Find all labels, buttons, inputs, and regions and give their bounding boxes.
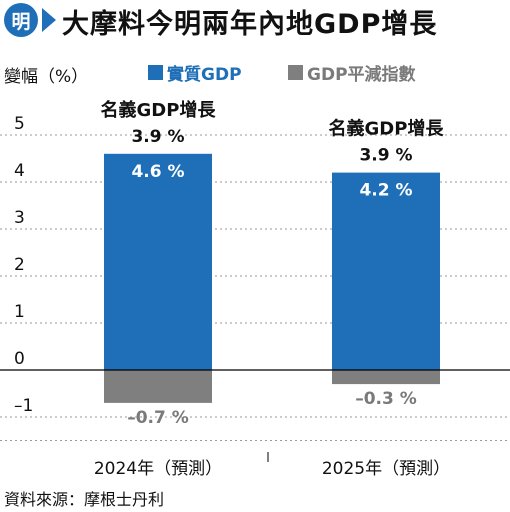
legend-deflator: GDP平減指數 bbox=[288, 60, 416, 85]
y-tick-label: 2 bbox=[14, 255, 25, 275]
y-tick-label: –1 bbox=[14, 396, 33, 416]
annotation-nominal-gdp-label: 名義GDP增長 bbox=[101, 99, 217, 121]
legend-deflator-label: GDP平減指數 bbox=[307, 65, 416, 85]
chevron-right-icon bbox=[42, 8, 56, 32]
bar-deflator bbox=[104, 370, 212, 403]
legend-deflator-swatch bbox=[288, 65, 303, 80]
chart-header: 明 大摩料今明兩年內地GDP增長 bbox=[0, 0, 510, 42]
x-category-label: 2025年（預測） bbox=[322, 459, 450, 479]
data-label-real-gdp: 4.2 % bbox=[359, 181, 412, 201]
bar-real-gdp bbox=[104, 153, 212, 370]
y-axis-unit-label: 變幅（%） bbox=[4, 67, 89, 87]
x-category-label: 2024年（預測） bbox=[94, 459, 222, 479]
legend-real-gdp-label: 實質GDP bbox=[167, 65, 242, 85]
annotation-nominal-gdp-label: 名義GDP增長 bbox=[329, 118, 445, 140]
bar-chart: 5 4 3 2 1 0 –1 4.6 % 4.2 % –0.7 % –0.3 % 名義GDP增長 3.9… bbox=[0, 99, 510, 479]
annotation-nominal-gdp-value: 3.9 % bbox=[131, 127, 184, 147]
y-tick-label: 3 bbox=[14, 208, 25, 228]
y-tick-label: 1 bbox=[14, 302, 25, 322]
y-tick-label: 5 bbox=[14, 114, 25, 134]
data-label-deflator: –0.7 % bbox=[127, 408, 189, 428]
y-tick-label: 4 bbox=[14, 161, 25, 181]
legend-real-gdp: 實質GDP bbox=[148, 60, 242, 85]
source-note: 資料來源：摩根士丹利 bbox=[4, 490, 165, 509]
bar-deflator bbox=[332, 370, 440, 385]
data-label-deflator: –0.3 % bbox=[355, 389, 417, 409]
annotation-nominal-gdp-value: 3.9 % bbox=[359, 146, 412, 166]
y-tick-label: 0 bbox=[14, 349, 25, 369]
bar-real-gdp bbox=[332, 172, 440, 370]
chart-title: 大摩料今明兩年內地GDP增長 bbox=[62, 9, 438, 40]
brand-logo: 明 bbox=[4, 3, 38, 37]
legend-real-gdp-swatch bbox=[148, 65, 163, 80]
data-label-real-gdp: 4.6 % bbox=[131, 162, 184, 182]
